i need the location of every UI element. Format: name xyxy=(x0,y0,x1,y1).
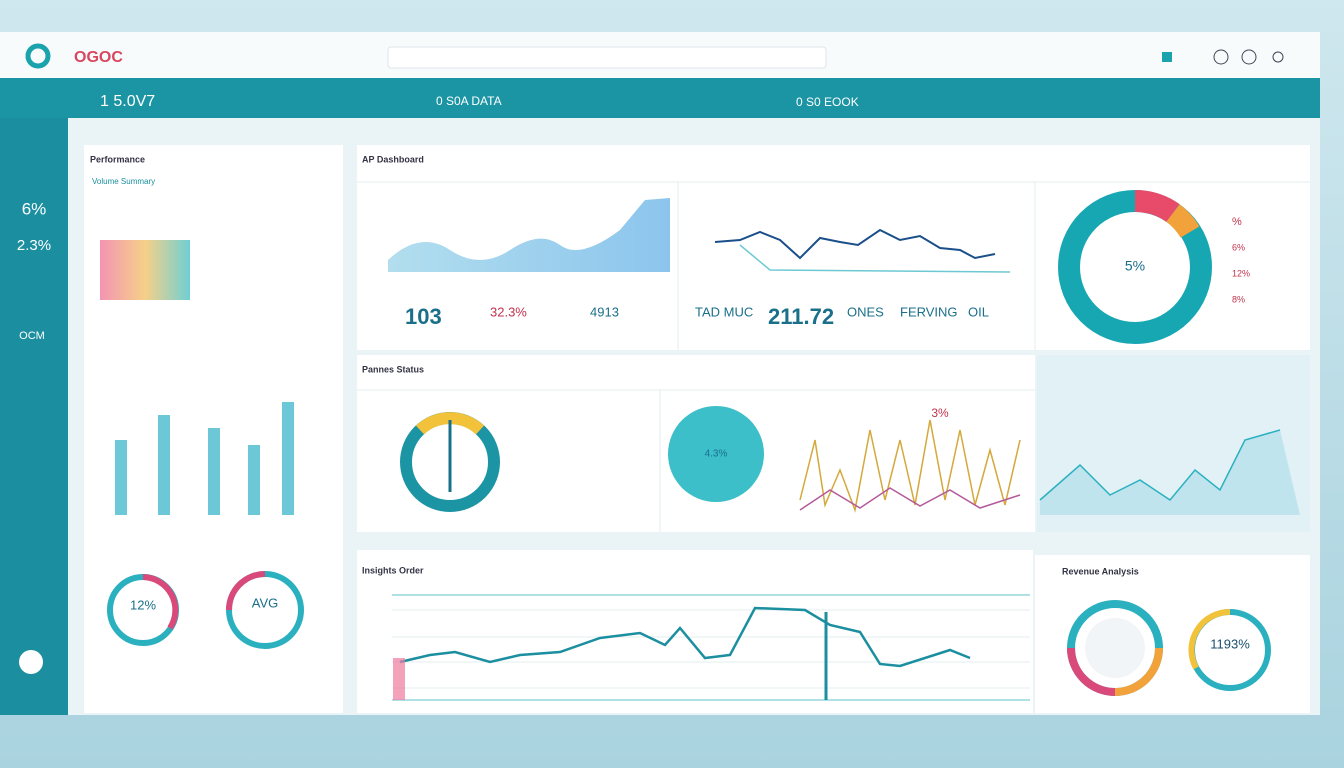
donut-label: 1193% xyxy=(1210,636,1250,651)
shape xyxy=(248,445,260,515)
line-chart xyxy=(714,228,996,260)
donut-slice xyxy=(1067,647,1116,696)
sidebar xyxy=(0,118,68,715)
sidebar-icon[interactable] xyxy=(19,650,43,674)
bar-chart xyxy=(115,402,294,515)
gauge-arc xyxy=(415,412,485,435)
donut-label: 5% xyxy=(1125,258,1145,274)
pie-label: 4.3% xyxy=(705,449,728,460)
line-chart xyxy=(399,606,971,668)
donut-slice xyxy=(1188,608,1231,670)
donut-slice xyxy=(1114,647,1163,696)
panel-title: Performance xyxy=(90,154,145,164)
banner-item: 1 5.0V7 xyxy=(100,93,155,110)
panel-subtitle: Volume Summary xyxy=(92,177,155,186)
kpi: 103 xyxy=(405,304,442,329)
area-chart xyxy=(388,198,670,272)
search-box[interactable] xyxy=(387,46,827,69)
banner-item: 0 S0 EOOK xyxy=(796,95,859,109)
area-chart xyxy=(1040,430,1300,515)
logo-icon xyxy=(25,43,51,69)
panel-title: Revenue Analysis xyxy=(1062,566,1139,576)
icon[interactable] xyxy=(1213,49,1229,65)
shape xyxy=(208,428,220,515)
sidebar-stat: 2.3% xyxy=(17,237,51,254)
donut-slice xyxy=(226,571,266,611)
line-chart xyxy=(739,244,1011,273)
line-chart xyxy=(799,419,1021,513)
grid xyxy=(392,609,1030,689)
sidebar-stat: 6% xyxy=(22,199,47,218)
icon[interactable] xyxy=(1162,52,1172,62)
legend-item: % xyxy=(1232,216,1242,228)
panel-title: AP Dashboard xyxy=(362,154,424,164)
kpi: ONES xyxy=(847,304,884,319)
kpi: 211.72 xyxy=(768,304,834,329)
donut-slice xyxy=(1165,204,1200,239)
icon[interactable] xyxy=(1272,51,1284,63)
donut-slice xyxy=(142,574,179,630)
legend-item: 6% xyxy=(1232,242,1245,252)
sidebar-stat: OCM xyxy=(19,330,45,342)
panel-title: Pannes Status xyxy=(362,364,424,374)
donut-center xyxy=(1085,618,1145,678)
legend-item: 8% xyxy=(1232,294,1245,304)
shape xyxy=(158,415,170,515)
kpi: 4913 xyxy=(590,304,619,319)
donut-slice xyxy=(1134,189,1180,223)
pie xyxy=(668,406,764,502)
banner-item: 0 S0A DATA xyxy=(436,94,502,108)
legend-item: 12% xyxy=(1232,268,1250,278)
chart-area xyxy=(393,658,405,700)
banner xyxy=(0,78,1320,118)
bottom-panel xyxy=(357,550,1033,713)
line-chart xyxy=(1039,429,1281,501)
logo-text: OGOC xyxy=(74,49,123,66)
shape xyxy=(115,440,127,515)
shape xyxy=(282,402,294,515)
kpi: 32.3% xyxy=(490,304,527,319)
panel-title: Insights Order xyxy=(362,565,424,575)
kpi: TAD MUC xyxy=(695,304,753,319)
donut-label: AVG xyxy=(252,595,279,610)
line-chart xyxy=(799,487,1021,511)
kpi: FERVING xyxy=(900,304,958,319)
donut-label: 12% xyxy=(130,597,156,612)
kpi: OIL xyxy=(968,304,989,319)
icon[interactable] xyxy=(1241,49,1257,65)
chart-area xyxy=(100,240,190,300)
peak-label: 3% xyxy=(931,406,949,420)
